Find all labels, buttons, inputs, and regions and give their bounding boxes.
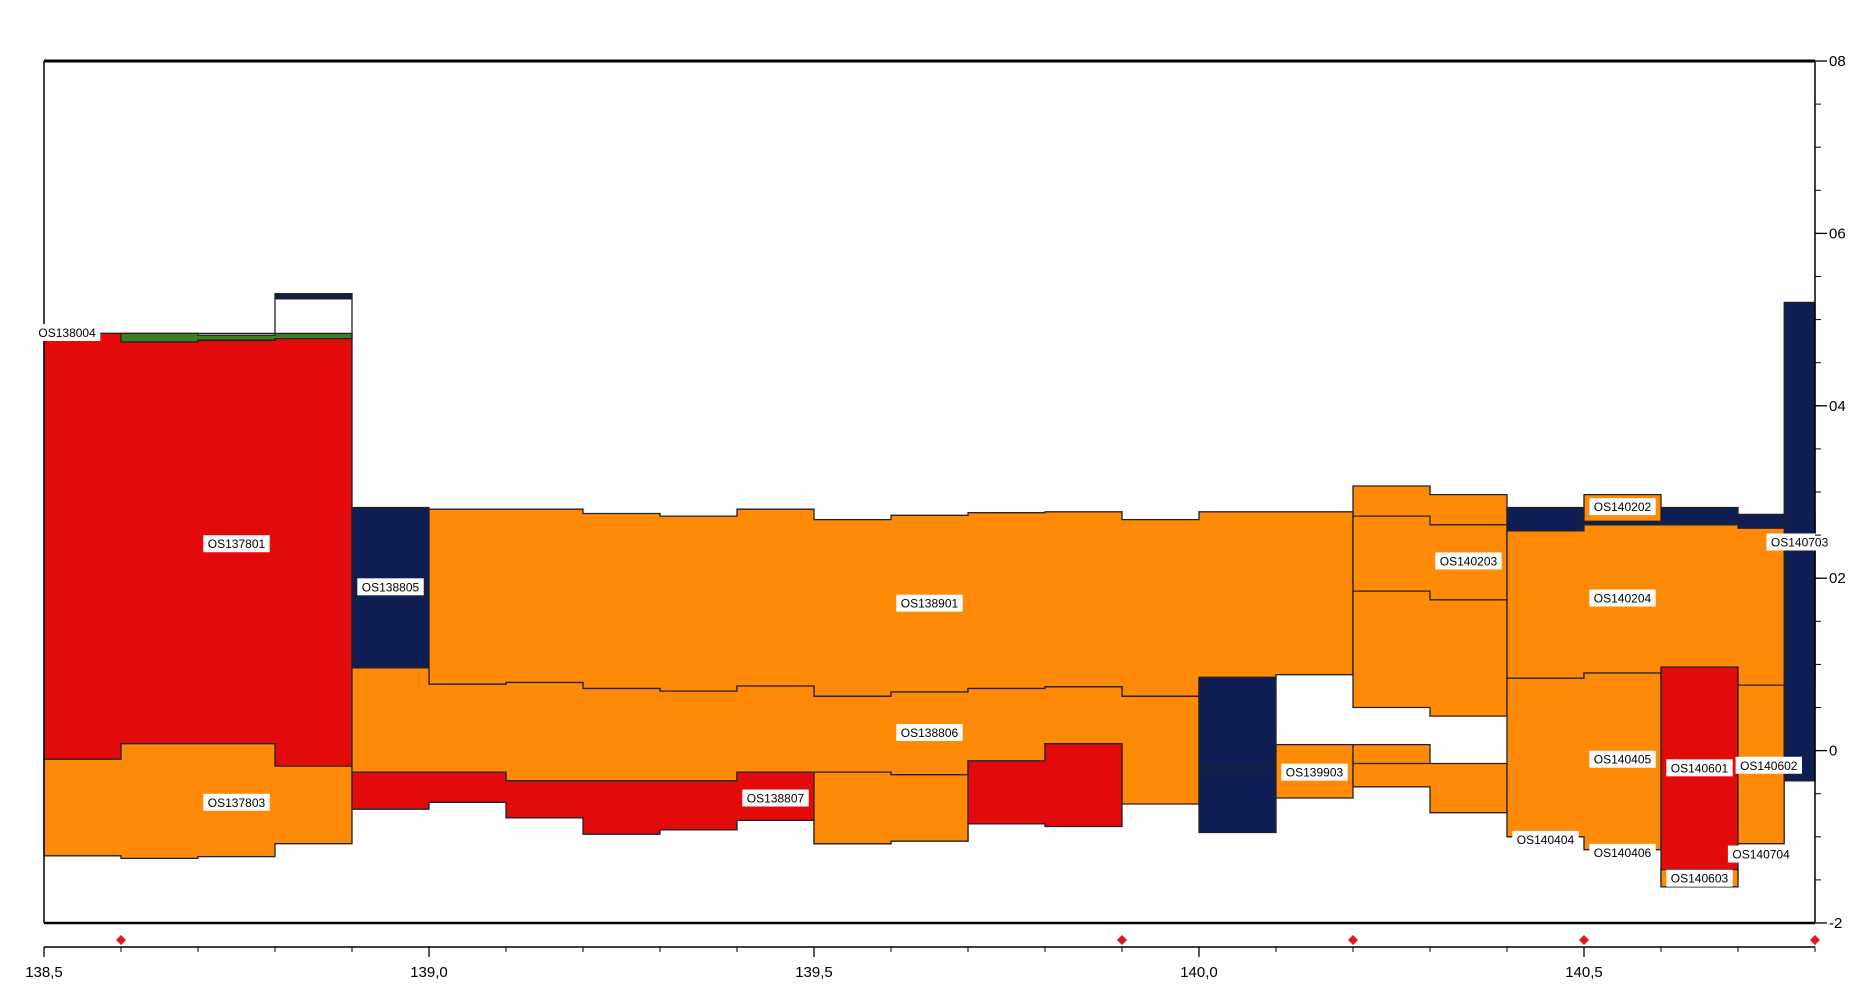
label-os140603: OS140603 (1666, 869, 1733, 887)
label-os140703-text: OS140703 (1771, 535, 1829, 549)
label-os138807: OS138807 (742, 789, 809, 807)
y-tick-label-4: 0 (1829, 743, 1837, 760)
label-os138805-box (357, 578, 424, 596)
label-os137801-box (203, 535, 270, 553)
labels-group: OS137801 OS137803 OS138805 OS138901 OS138806… (33, 324, 1833, 887)
label-os138004-text: OS138004 (38, 326, 96, 340)
label-os140405: OS140405 (1589, 750, 1656, 768)
label-os137801-text: OS137801 (208, 537, 266, 551)
label-os140203-box (1435, 552, 1502, 570)
label-os138004-box (33, 324, 101, 342)
label-os140602: OS140602 (1735, 756, 1802, 774)
label-os140204: OS140204 (1589, 589, 1656, 607)
label-os140405-box (1589, 750, 1656, 768)
marker-diamond-3 (1579, 935, 1589, 945)
boundary-line-1 (1353, 590, 1507, 601)
segment-fill-8 (813, 771, 969, 845)
layers-group (43, 293, 1816, 888)
segment-fill-9 (1198, 676, 1277, 834)
label-os137803-text: OS137803 (208, 796, 266, 810)
x-tick-label-2: 139,5 (795, 964, 833, 981)
y-tick-label-5: -2 (1829, 915, 1842, 932)
segment-os137803 (43, 743, 353, 860)
label-os140602-text: OS140602 (1740, 759, 1798, 773)
label-os137803: OS137803 (203, 793, 270, 811)
segment-fill-12 (1352, 743, 1508, 814)
label-os140601: OS140601 (1666, 759, 1733, 777)
marker-diamond-1 (1117, 935, 1127, 945)
label-os138807-box (742, 789, 809, 807)
label-os140406-box (1589, 843, 1656, 861)
y-tick-label-3: 02 (1829, 570, 1846, 587)
label-os140202: OS140202 (1589, 498, 1656, 516)
label-os140601-box (1666, 759, 1733, 777)
label-os138805: OS138805 (357, 578, 424, 596)
label-os139903-text: OS139903 (1286, 766, 1344, 780)
label-os140601-text: OS140601 (1671, 761, 1729, 775)
label-os140406: OS140406 (1589, 843, 1656, 861)
x-tick-label-3: 140,0 (1180, 964, 1218, 981)
marker-diamond-4 (1810, 935, 1820, 945)
x-tick-label-4: 140,5 (1565, 964, 1603, 981)
label-os139903-box (1281, 763, 1348, 781)
label-os140203: OS140203 (1435, 552, 1502, 570)
label-os140404: OS140404 (1512, 830, 1579, 848)
label-os140703: OS140703 (1766, 533, 1833, 551)
marker-diamond-0 (116, 935, 126, 945)
label-os140404-text: OS140404 (1517, 833, 1575, 847)
label-os138807-text: OS138807 (747, 792, 805, 806)
boundary-line-0 (1353, 515, 1507, 526)
segment-os137801 (43, 298, 353, 767)
label-os137803-box (203, 793, 270, 811)
label-os140404-box (1512, 830, 1579, 848)
label-os140203-text: OS140203 (1440, 554, 1498, 568)
marker-diamond-2 (1348, 935, 1358, 945)
boundaries-group (1199, 515, 1507, 769)
label-os138806-text: OS138806 (901, 726, 959, 740)
label-os137801: OS137801 (203, 535, 270, 553)
label-os140704: OS140704 (1727, 845, 1795, 863)
label-os138901-text: OS138901 (901, 597, 959, 611)
label-os138901: OS138901 (896, 594, 963, 612)
axes-group: 138,5 139,0 139,5 140,0 140,5 08 06 04 02 0 -2 (25, 53, 1845, 981)
x-tick-label-1: 139,0 (410, 964, 448, 981)
label-os140405-text: OS140405 (1594, 753, 1652, 767)
label-os138806-box (896, 723, 963, 741)
y-tick-label-1: 06 (1829, 225, 1846, 242)
label-os140704-text: OS140704 (1732, 848, 1790, 862)
x-tick-label-0: 138,5 (25, 964, 63, 981)
label-os138901-box (896, 594, 963, 612)
label-os138805-text: OS138805 (362, 580, 420, 594)
label-os138806: OS138806 (896, 723, 963, 741)
label-os140703-box (1766, 533, 1833, 551)
label-os140603-box (1666, 869, 1733, 887)
label-os140202-box (1589, 498, 1656, 516)
label-os140603-text: OS140603 (1671, 872, 1729, 886)
segment-os138901 (428, 508, 1354, 697)
label-os138004: OS138004 (33, 324, 101, 342)
label-os140704-box (1727, 845, 1795, 863)
label-os140204-text: OS140204 (1594, 592, 1652, 606)
label-os139903: OS139903 (1281, 763, 1348, 781)
label-os140202-text: OS140202 (1594, 500, 1652, 514)
y-tick-label-0: 08 (1829, 53, 1846, 70)
label-os140602-box (1735, 756, 1802, 774)
plot-frame (43, 59, 1816, 925)
y-tick-label-2: 04 (1829, 398, 1846, 415)
label-os140204-box (1589, 589, 1656, 607)
label-os140406-text: OS140406 (1594, 846, 1652, 860)
